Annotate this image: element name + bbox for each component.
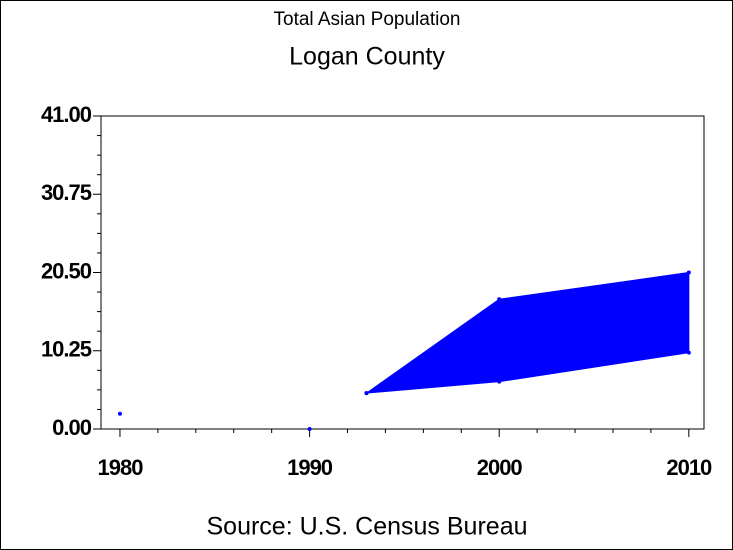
- band-area: [364, 271, 690, 394]
- x-tick-label: 1990: [287, 455, 333, 480]
- x-tick-label: 1980: [97, 455, 143, 480]
- chart-subtitle: Logan County: [289, 43, 445, 71]
- band-point: [686, 350, 691, 355]
- band-point: [497, 297, 502, 302]
- x-tick-label: 2010: [666, 455, 712, 480]
- y-tick-label: 30.75: [41, 180, 92, 205]
- x-tick-label: 2000: [477, 455, 523, 480]
- y-tick-label: 20.50: [41, 258, 92, 283]
- chart-title: Total Asian Population: [274, 9, 461, 30]
- band-point: [497, 379, 502, 384]
- data-point: [307, 427, 312, 431]
- band-point: [686, 270, 691, 275]
- y-tick-label: 10.25: [41, 337, 92, 362]
- data-point: [117, 411, 122, 416]
- band-point: [364, 391, 369, 396]
- footnote: Source: U.S. Census Bureau: [207, 513, 528, 541]
- y-tick-label: 41.00: [41, 102, 92, 127]
- y-tick-label: 0.00: [52, 415, 92, 440]
